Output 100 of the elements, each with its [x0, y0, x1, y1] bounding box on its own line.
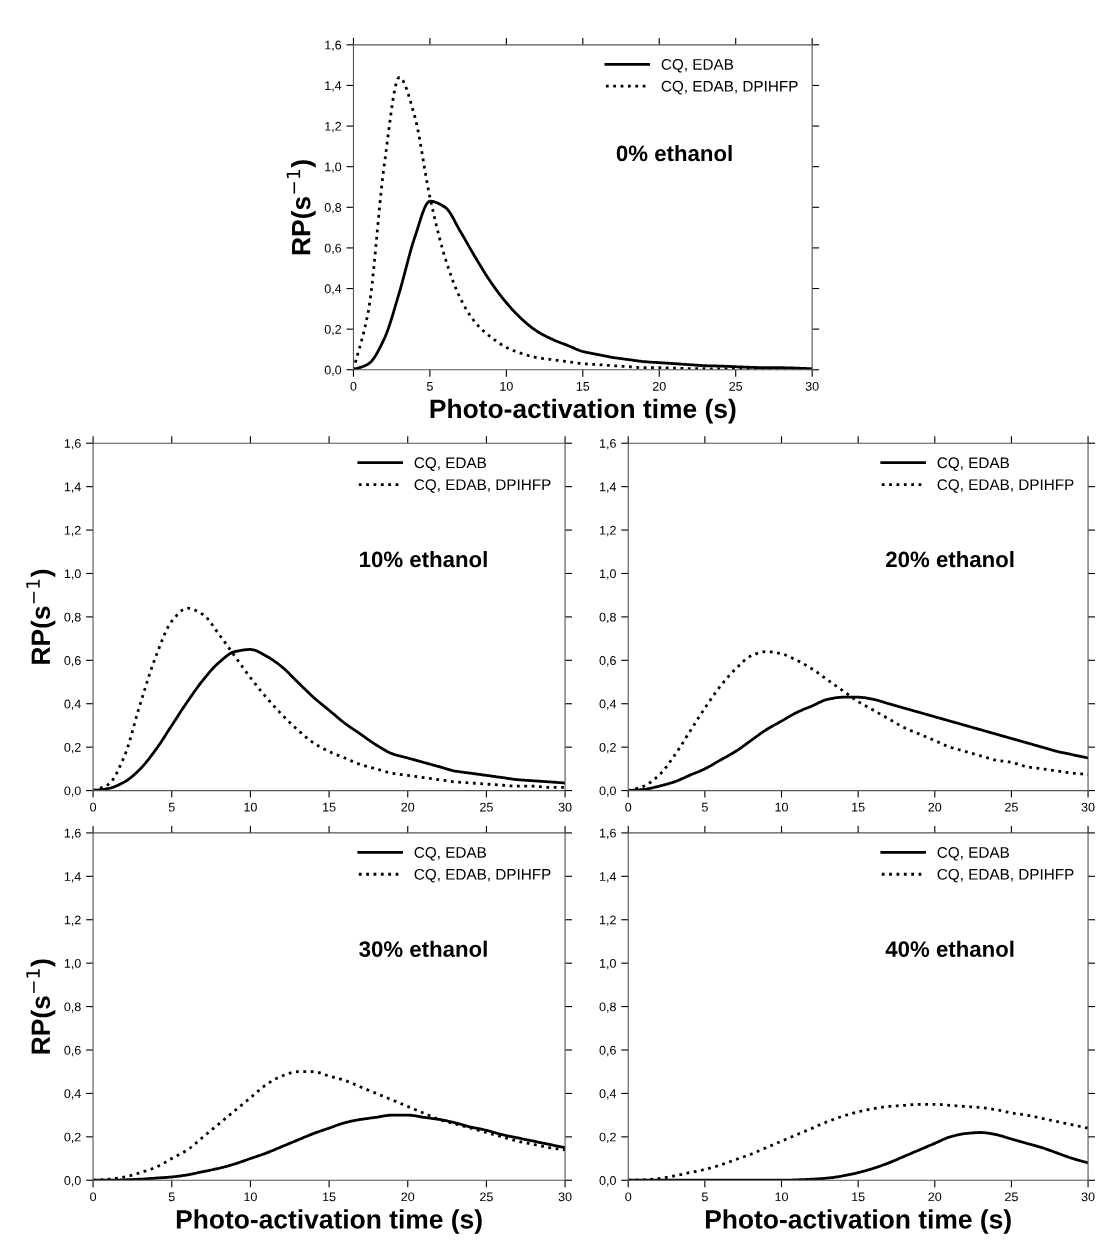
- annotation: 0% ethanol: [616, 144, 732, 162]
- y-tick-label: 0,6: [64, 656, 81, 667]
- x-tick-label: 20: [401, 1192, 415, 1202]
- x-tick-label: 25: [729, 381, 743, 391]
- y-tick-label: 1,2: [64, 525, 81, 537]
- x-tick-label: 10: [775, 1192, 788, 1202]
- y-tick-label: 0,0: [599, 1176, 616, 1187]
- x-tick-label: 5: [168, 802, 175, 812]
- y-tick-label: 1,4: [600, 482, 617, 493]
- x-tick-label: 25: [1005, 1192, 1018, 1202]
- legend-label: CQ, EDAB, DPIHFP: [937, 868, 1074, 883]
- legend-label: CQ, EDAB, DPIHFP: [414, 868, 551, 883]
- y-tick-label: 1,2: [600, 525, 616, 537]
- x-tick-label: 10: [500, 381, 513, 391]
- x-tick-label: 5: [168, 1192, 175, 1202]
- y-tick-label: 1,0: [600, 569, 616, 580]
- x-tick-label: 15: [323, 1192, 336, 1202]
- x-tick-label: 30: [1081, 802, 1095, 812]
- y-tick-label: 1,4: [64, 872, 81, 883]
- x-tick-label: 30: [558, 802, 572, 812]
- y-tick-label: 0,0: [599, 786, 616, 797]
- x-tick-label: 10: [775, 802, 788, 812]
- legend-label: CQ, EDAB, DPIHFP: [937, 479, 1074, 493]
- x-tick-label: 0: [90, 1192, 97, 1202]
- y-tick-label: 0,6: [64, 1045, 81, 1057]
- x-tick-label: 25: [1005, 802, 1018, 812]
- x-tick-label: 5: [701, 802, 708, 812]
- y-tick-label: 0,2: [64, 1132, 81, 1143]
- x-tick-label: 30: [1081, 1192, 1095, 1202]
- x-axis-title: Photo-activation time (s): [430, 398, 736, 424]
- y-tick-label: 1,0: [600, 958, 616, 970]
- y-tick-label: 1,4: [600, 872, 617, 883]
- x-tick-label: 25: [480, 802, 493, 812]
- x-tick-label: 15: [852, 1192, 865, 1202]
- y-tick-label: 1,2: [325, 121, 342, 133]
- y-tick-label: 0,6: [324, 243, 342, 255]
- x-tick-label: 15: [576, 382, 590, 391]
- y-tick-label: 1,2: [64, 915, 81, 926]
- y-tick-label: 1,2: [600, 915, 616, 926]
- legend-label: CQ, EDAB: [414, 847, 487, 861]
- x-tick-label: 20: [652, 381, 666, 391]
- x-axis-title: Photo-activation time (s): [176, 1209, 482, 1234]
- x-tick-label: 0: [350, 381, 357, 391]
- y-axis-title: RP(s$^{−1}$): [26, 959, 56, 1054]
- y-tick-label: 0,2: [599, 1132, 616, 1143]
- x-tick-label: 20: [401, 802, 415, 812]
- x-tick-label: 5: [426, 382, 433, 391]
- x-tick-label: 0: [90, 802, 97, 812]
- y-tick-label: 1,4: [325, 81, 342, 92]
- y-tick-label: 0,4: [64, 699, 81, 710]
- y-tick-label: 1,0: [64, 569, 81, 580]
- annotation: 20% ethanol: [886, 550, 1014, 568]
- y-tick-label: 1,6: [325, 40, 342, 51]
- legend-label: CQ, EDAB: [414, 457, 487, 471]
- x-tick-label: 0: [625, 802, 632, 812]
- y-tick-label: 1,6: [600, 828, 616, 840]
- y-tick-label: 0,8: [599, 612, 616, 624]
- y-tick-label: 0,2: [599, 742, 616, 754]
- annotation: 10% ethanol: [360, 550, 487, 568]
- y-tick-label: 0,4: [64, 1089, 81, 1100]
- x-tick-label: 20: [928, 802, 942, 812]
- x-tick-label: 0: [625, 1192, 632, 1202]
- y-tick-label: 0,0: [64, 1176, 81, 1187]
- annotation: 40% ethanol: [885, 940, 1014, 957]
- y-tick-label: 0,8: [599, 1002, 616, 1013]
- y-tick-label: 1,6: [64, 439, 81, 450]
- y-tick-label: 0,8: [64, 612, 81, 624]
- y-tick-label: 0,6: [599, 1045, 616, 1057]
- y-tick-label: 0,8: [324, 203, 342, 214]
- y-tick-label: 0,2: [324, 324, 342, 336]
- y-tick-label: 1,6: [64, 828, 81, 840]
- legend-label: CQ, EDAB: [937, 847, 1009, 861]
- legend-label: CQ, EDAB: [937, 457, 1009, 471]
- x-tick-label: 30: [558, 1192, 572, 1202]
- x-tick-label: 10: [244, 1192, 257, 1202]
- annotation: 30% ethanol: [359, 940, 487, 957]
- y-tick-label: 1,0: [325, 162, 342, 173]
- y-tick-label: 0,0: [324, 365, 342, 376]
- x-tick-label: 15: [323, 802, 336, 812]
- x-axis-title: Photo-activation time (s): [705, 1209, 1011, 1234]
- x-tick-label: 20: [928, 1192, 942, 1202]
- y-tick-label: 0,6: [599, 656, 616, 667]
- y-tick-label: 0,0: [64, 786, 81, 797]
- y-tick-label: 0,2: [64, 742, 81, 754]
- y-tick-label: 1,4: [64, 482, 81, 493]
- legend-label: CQ, EDAB, DPIHFP: [414, 479, 551, 493]
- y-tick-label: 0,8: [64, 1002, 81, 1013]
- x-tick-label: 5: [701, 1192, 708, 1202]
- y-tick-label: 0,4: [599, 1089, 617, 1100]
- x-tick-label: 25: [480, 1192, 493, 1202]
- y-tick-label: 1,0: [64, 958, 81, 970]
- y-axis-title: RP(s$^{−1}$): [286, 160, 316, 255]
- legend-label: CQ, EDAB, DPIHFP: [661, 80, 798, 95]
- y-tick-label: 0,4: [324, 284, 342, 295]
- x-tick-label: 30: [805, 381, 819, 391]
- y-tick-label: 0,4: [599, 699, 617, 710]
- legend-label: CQ, EDAB: [661, 58, 734, 73]
- x-tick-label: 10: [244, 802, 257, 812]
- y-axis-title: RP(s$^{−1}$): [26, 569, 56, 664]
- x-tick-label: 15: [852, 802, 865, 812]
